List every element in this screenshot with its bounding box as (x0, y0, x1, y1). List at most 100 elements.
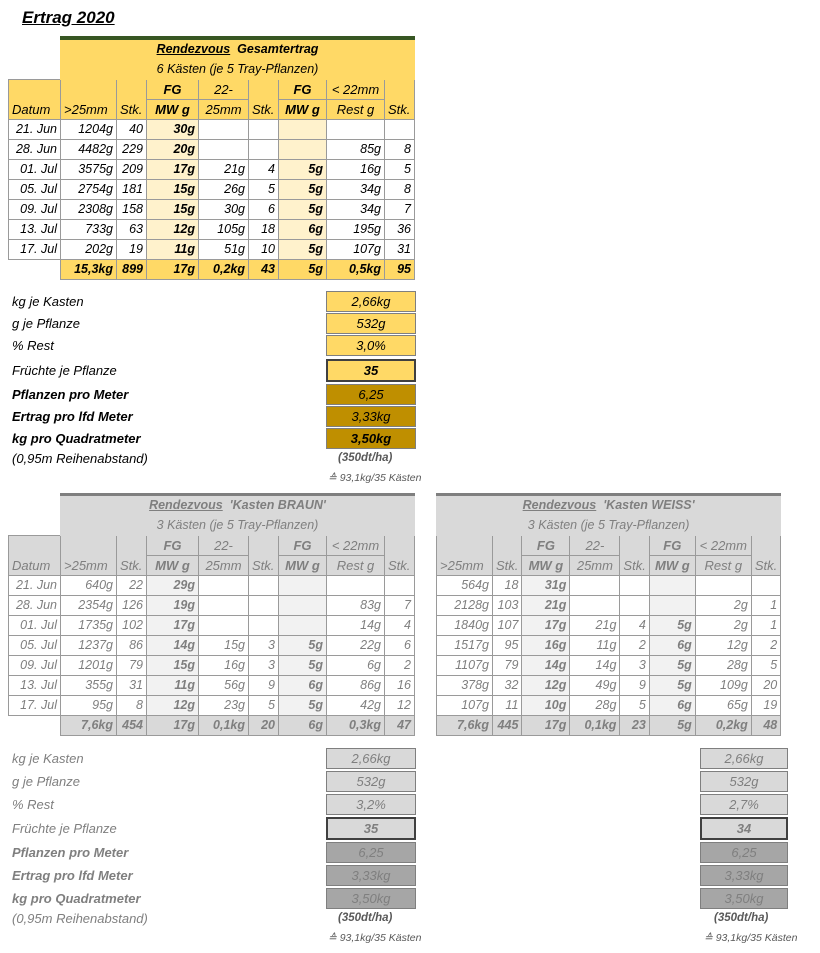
col-mid-bot: 25mm (198, 555, 249, 576)
col-mid-top: 22- (198, 79, 249, 100)
table-cell: 49g (569, 675, 621, 696)
table-cell: 6g (648, 695, 696, 716)
table-cell: 40 (116, 119, 147, 140)
total-cell: 5g (278, 259, 327, 280)
col-mid-bot: 25mm (569, 555, 621, 576)
col-lt22-top: < 22mm (326, 535, 385, 556)
table-row: 1517g 95 16g 11g 2 6g 12g 2 (436, 635, 782, 656)
table-cell: 1201g (60, 655, 117, 676)
table-cell: 16 (384, 675, 415, 696)
col-stk2: Stk. (248, 79, 279, 120)
table-cell: 26g (198, 179, 249, 200)
table-cell (278, 119, 327, 140)
table-cell (198, 575, 249, 596)
col-fg2-bot: MW g (648, 555, 696, 576)
table-row: 13. Jul 355g 31 11g 56g 9 6g 86g 16 (8, 675, 415, 696)
table-cell: 4 (248, 159, 279, 180)
table-cell: 42g (326, 695, 385, 716)
table-cell: 1237g (60, 635, 117, 656)
table-cell: 11g (146, 239, 199, 260)
table-total-row: 7,6kg 445 17g 0,1kg 23 5g 0,2kg 48 (436, 715, 782, 736)
table-title: Rendezvous Gesamtertrag (60, 36, 415, 60)
label-fruechte: Früchte je Pflanze (12, 821, 117, 836)
col-lt22-bot: Rest g (694, 555, 752, 576)
label-rest: % Rest (12, 338, 54, 353)
table-cell: 95g (60, 695, 117, 716)
col-fg2-bot: MW g (278, 99, 327, 120)
label-kg-kasten: kg je Kasten (12, 294, 84, 309)
table-cell: 01. Jul (8, 615, 61, 636)
table-cell: 6g (326, 655, 385, 676)
table-cell (278, 139, 327, 160)
braun-yield-table: Rendezvous 'Kasten BRAUN' 3 Kästen (je 5… (8, 493, 415, 736)
col-mid-top: 22- (569, 535, 621, 556)
table-cell: 1840g (436, 615, 493, 636)
table-cell: 126 (116, 595, 147, 616)
table-row: 2128g 103 21g 2g 1 (436, 595, 782, 616)
table-cell: 181 (116, 179, 147, 200)
table-cell: 19 (750, 695, 782, 716)
table-row: 05. Jul 1237g 86 14g 15g 3 5g 22g 6 (8, 635, 415, 656)
table-cell: 1107g (436, 655, 493, 676)
table-cell: 18 (248, 219, 279, 240)
total-cell: 20 (248, 715, 279, 736)
table-cell (248, 139, 279, 160)
table-cell: 14g (569, 655, 621, 676)
table-cell: 15g (146, 655, 199, 676)
table-cell: 5 (619, 695, 650, 716)
table-cell: 5g (278, 179, 327, 200)
table-cell: 2308g (60, 199, 117, 220)
table-cell: 21g (198, 159, 249, 180)
table-cell: 05. Jul (8, 179, 61, 200)
total-cell: 7,6kg (436, 715, 493, 736)
table-cell (198, 595, 249, 616)
table-cell: 30g (198, 199, 249, 220)
table-cell: 28g (569, 695, 621, 716)
table-cell: 28. Jun (8, 139, 61, 160)
table-cell: 12 (384, 695, 415, 716)
col-mid-bot: 25mm (198, 99, 249, 120)
braun-ertrag-meter: 3,33kg (326, 865, 416, 886)
main-kg-kasten: 2,66kg (326, 291, 416, 312)
table-cell (384, 119, 415, 140)
table-cell: 3575g (60, 159, 117, 180)
table-row: 28. Jun 2354g 126 19g 83g 7 (8, 595, 415, 616)
table-title: Rendezvous 'Kasten BRAUN' (60, 493, 415, 516)
total-cell: 0,2kg (694, 715, 752, 736)
table-cell (326, 119, 385, 140)
table-subtitle: 3 Kästen (je 5 Tray-Pflanzen) (60, 515, 415, 536)
table-cell (569, 575, 621, 596)
main-dtha: (350dt/ha) (338, 452, 393, 464)
table-cell: 79 (491, 655, 523, 676)
table-cell: 23g (198, 695, 249, 716)
braun-note: ≙ 93,1kg/35 Kästen (328, 932, 422, 944)
table-cell (198, 139, 249, 160)
table-row: 1840g 107 17g 21g 4 5g 2g 1 (436, 615, 782, 636)
col-stk3: Stk. (750, 535, 782, 576)
table-cell: 6 (248, 199, 279, 220)
table-row: 01. Jul 3575g 209 17g 21g 4 5g 16g 5 (8, 159, 415, 180)
table-cell: 3 (248, 635, 279, 656)
table-cell: 5g (278, 239, 327, 260)
table-cell: 34g (326, 179, 385, 200)
table-cell: 10 (248, 239, 279, 260)
table-cell (248, 119, 279, 140)
total-cell: 0,5kg (326, 259, 385, 280)
table-cell: 22 (116, 575, 147, 596)
table-cell: 11g (569, 635, 621, 656)
braun-dtha: (350dt/ha) (338, 912, 393, 924)
table-cell: 12g (694, 635, 752, 656)
table-cell: 16g (521, 635, 571, 656)
col-lt22-bot: Rest g (326, 555, 385, 576)
weiss-pflanzen-meter: 6,25 (700, 842, 788, 863)
weiss-note: ≙ 93,1kg/35 Kästen (704, 932, 798, 944)
label-pflanzen-meter: Pflanzen pro Meter (12, 387, 129, 402)
table-cell: 107g (326, 239, 385, 260)
weiss-kg-qm: 3,50kg (700, 888, 788, 909)
label-fruechte: Früchte je Pflanze (12, 363, 117, 378)
table-total-row: 15,3kg 899 17g 0,2kg 43 5g 0,5kg 95 (9, 259, 415, 280)
table-cell: 15g (198, 635, 249, 656)
col-fg-top: FG (521, 535, 571, 556)
table-cell: 17g (146, 159, 199, 180)
table-cell (198, 615, 249, 636)
